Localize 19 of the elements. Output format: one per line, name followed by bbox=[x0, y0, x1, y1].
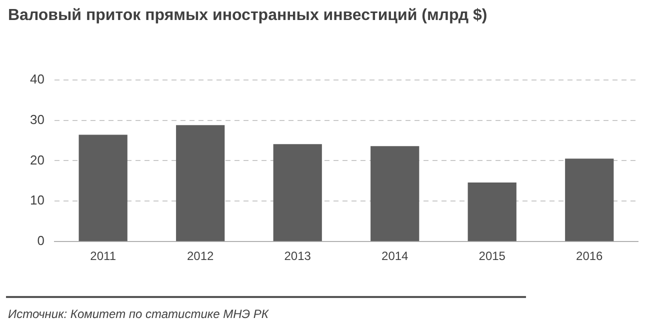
chart-title: Валовый приток прямых иностранных инвестиций (млрд $) bbox=[8, 6, 488, 26]
x-tick-label: 2014 bbox=[382, 249, 409, 264]
x-tick-label: 2016 bbox=[576, 249, 604, 264]
x-tick-label: 2011 bbox=[90, 249, 116, 264]
y-tick-label: 30 bbox=[30, 112, 44, 127]
y-tick-label: 20 bbox=[30, 152, 44, 168]
bar bbox=[565, 158, 614, 242]
y-tick-label: 10 bbox=[30, 192, 44, 208]
x-tick-label: 2015 bbox=[478, 249, 506, 264]
x-tick-label: 2012 bbox=[186, 249, 214, 264]
bar bbox=[370, 146, 420, 242]
bar bbox=[78, 134, 128, 242]
y-tick-label: 0 bbox=[37, 233, 44, 248]
x-tick-label: 2013 bbox=[284, 249, 312, 264]
y-tick-label: 40 bbox=[30, 71, 44, 86]
bar bbox=[273, 144, 322, 242]
bar bbox=[176, 125, 225, 242]
bar bbox=[468, 182, 516, 242]
text: Источник: Комитет по статистике МНЭ РК bbox=[8, 307, 268, 321]
